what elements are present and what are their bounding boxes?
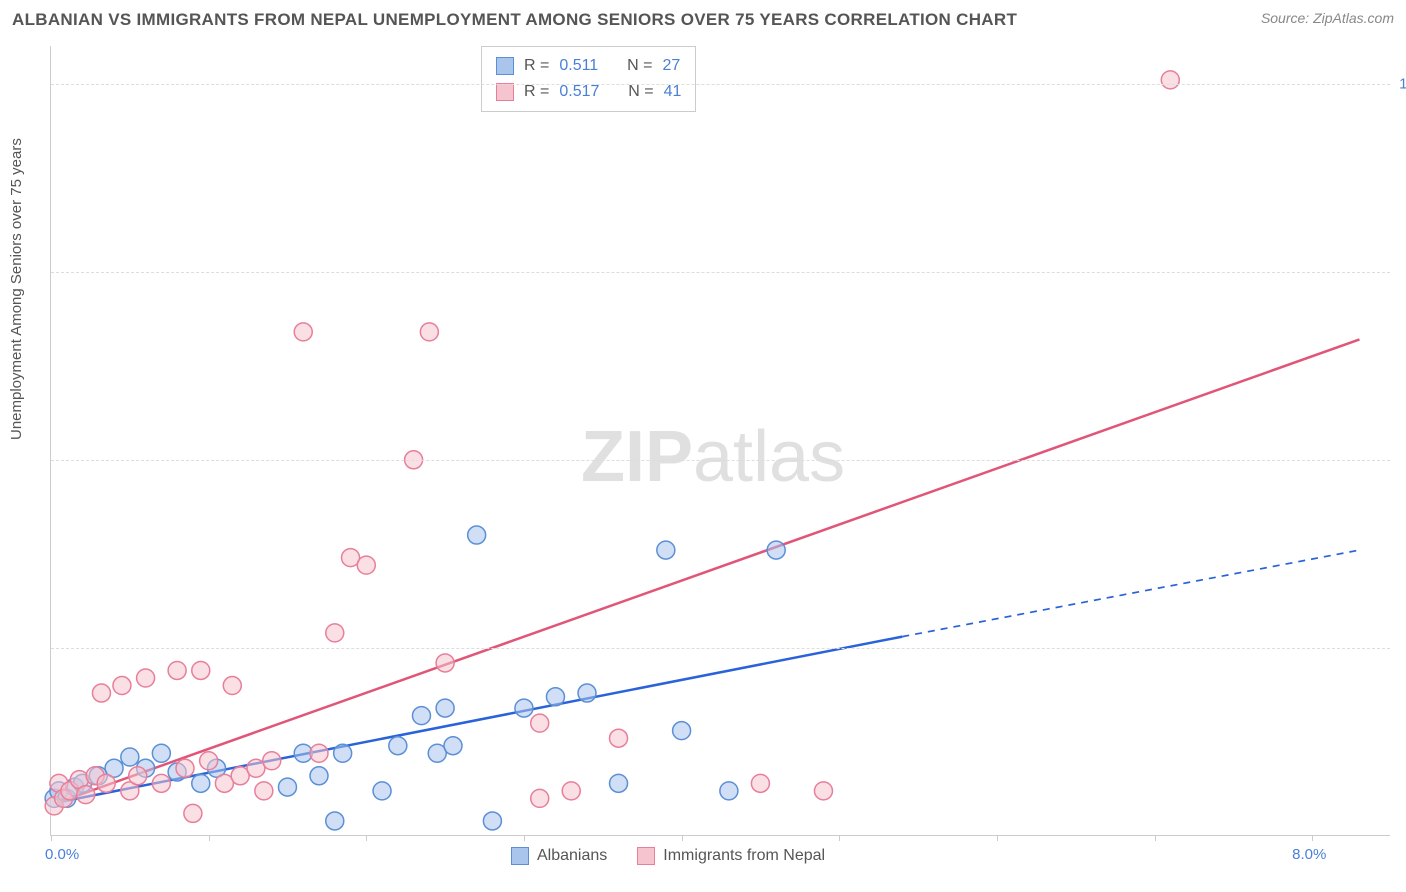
scatter-point [610, 774, 628, 792]
scatter-point [278, 778, 296, 796]
x-tick [1312, 835, 1313, 841]
scatter-point [152, 774, 170, 792]
scatter-point [92, 684, 110, 702]
scatter-point [389, 737, 407, 755]
x-tick-label: 8.0% [1292, 846, 1326, 863]
x-tick [682, 835, 683, 841]
y-tick-label: 50.0% [1395, 451, 1406, 468]
legend-label-nepal: Immigrants from Nepal [663, 847, 825, 865]
y-tick-label: 100.0% [1395, 75, 1406, 92]
legend-swatch-nepal [637, 847, 655, 865]
scatter-point [223, 677, 241, 695]
scatter-point [562, 782, 580, 800]
scatter-point [767, 541, 785, 559]
scatter-point [531, 714, 549, 732]
scatter-point [168, 661, 186, 679]
x-tick [51, 835, 52, 841]
scatter-point [294, 323, 312, 341]
x-tick [209, 835, 210, 841]
scatter-point [673, 722, 691, 740]
scatter-point [420, 323, 438, 341]
scatter-point [176, 759, 194, 777]
x-tick [839, 835, 840, 841]
y-tick-label: 75.0% [1395, 263, 1406, 280]
stats-row-albanians: R = 0.511 N = 27 [496, 53, 681, 79]
scatter-point [192, 661, 210, 679]
scatter-point [751, 774, 769, 792]
legend-item-nepal: Immigrants from Nepal [637, 847, 825, 865]
scatter-point [326, 812, 344, 830]
gridline-horizontal [51, 648, 1390, 649]
r-value-albanians: 0.511 [559, 53, 598, 79]
scatter-point [515, 699, 533, 717]
scatter-point [546, 688, 564, 706]
legend-item-albanians: Albanians [511, 847, 607, 865]
scatter-point [310, 744, 328, 762]
scatter-point [1161, 71, 1179, 89]
scatter-point [814, 782, 832, 800]
scatter-point [77, 786, 95, 804]
scatter-point [531, 789, 549, 807]
scatter-point [192, 774, 210, 792]
scatter-point [129, 767, 147, 785]
x-tick [1155, 835, 1156, 841]
scatter-point [326, 624, 344, 642]
chart-title: ALBANIAN VS IMMIGRANTS FROM NEPAL UNEMPL… [12, 10, 1017, 30]
bottom-legend: Albanians Immigrants from Nepal [511, 847, 825, 865]
scatter-point [200, 752, 218, 770]
legend-label-albanians: Albanians [537, 847, 607, 865]
x-tick-label: 0.0% [45, 846, 79, 863]
scatter-point [444, 737, 462, 755]
plot-area: ZIPatlas R = 0.511 N = 27 R = 0.517 N = … [50, 46, 1390, 836]
scatter-svg [51, 46, 1390, 835]
x-tick [524, 835, 525, 841]
scatter-point [357, 556, 375, 574]
scatter-point [720, 782, 738, 800]
scatter-point [255, 782, 273, 800]
scatter-point [373, 782, 391, 800]
scatter-point [483, 812, 501, 830]
scatter-point [436, 699, 454, 717]
correlation-stats-box: R = 0.511 N = 27 R = 0.517 N = 41 [481, 46, 696, 112]
swatch-albanians [496, 57, 514, 75]
scatter-point [578, 684, 596, 702]
x-tick [997, 835, 998, 841]
scatter-point [468, 526, 486, 544]
scatter-point [121, 748, 139, 766]
scatter-point [334, 744, 352, 762]
title-bar: ALBANIAN VS IMMIGRANTS FROM NEPAL UNEMPL… [12, 10, 1394, 30]
scatter-point [310, 767, 328, 785]
x-tick [366, 835, 367, 841]
scatter-point [137, 669, 155, 687]
scatter-point [184, 804, 202, 822]
gridline-horizontal [51, 460, 1390, 461]
scatter-point [97, 774, 115, 792]
scatter-point [263, 752, 281, 770]
swatch-nepal [496, 83, 514, 101]
y-axis-label: Unemployment Among Seniors over 75 years [8, 138, 25, 440]
gridline-horizontal [51, 272, 1390, 273]
trend-line-extrapolated [902, 550, 1359, 637]
scatter-point [610, 729, 628, 747]
scatter-point [152, 744, 170, 762]
n-value-albanians: 27 [662, 53, 680, 79]
y-tick-label: 25.0% [1395, 639, 1406, 656]
legend-swatch-albanians [511, 847, 529, 865]
trend-line [59, 339, 1360, 802]
scatter-point [113, 677, 131, 695]
scatter-point [412, 707, 430, 725]
source-attribution: Source: ZipAtlas.com [1261, 10, 1394, 26]
gridline-horizontal [51, 84, 1390, 85]
scatter-point [436, 654, 454, 672]
scatter-point [657, 541, 675, 559]
